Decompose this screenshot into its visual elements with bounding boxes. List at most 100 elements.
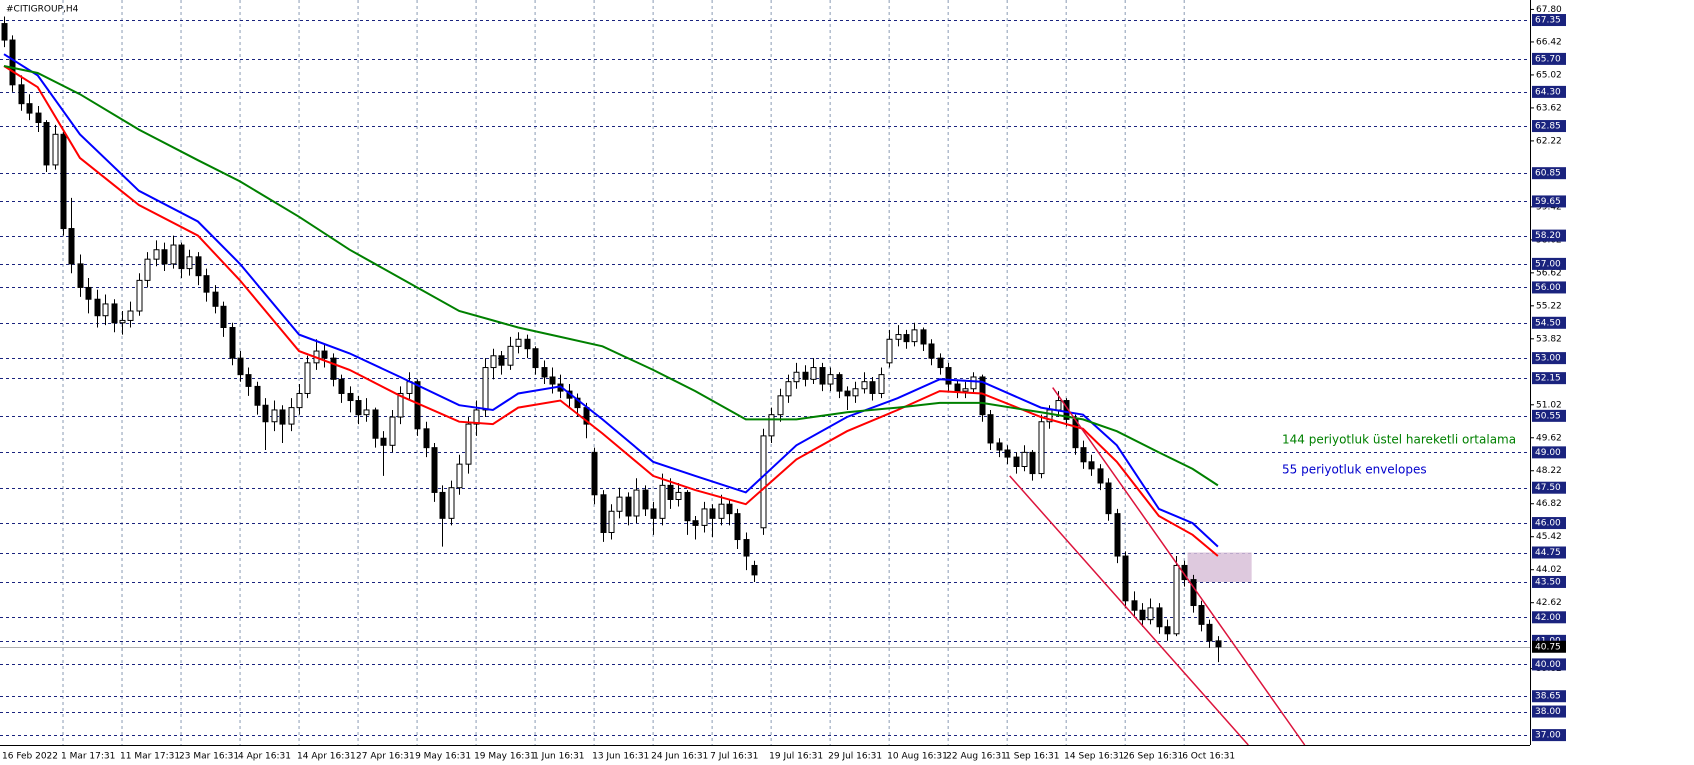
- level-label-box: [1532, 14, 1566, 27]
- level-label: 46.00: [1535, 519, 1561, 529]
- candle-body: [178, 244, 185, 270]
- y-tick-label: 53.82: [1536, 334, 1562, 344]
- candle-body: [945, 367, 952, 385]
- level-label: 37.00: [1535, 731, 1561, 741]
- candle-body: [372, 409, 379, 439]
- candle-body: [659, 484, 666, 519]
- candle-body: [1181, 564, 1188, 581]
- level-label-box: [1532, 52, 1566, 65]
- candle-body: [979, 376, 986, 416]
- y-tick-label: 55.22: [1536, 301, 1562, 311]
- candle-body: [709, 508, 716, 519]
- candle-body: [1097, 468, 1104, 484]
- level-label: 44.75: [1535, 548, 1561, 558]
- level-label-box: [1532, 167, 1566, 180]
- candle-body: [1198, 605, 1205, 625]
- candle-body: [541, 367, 548, 378]
- y-tick-label: 65.02: [1536, 70, 1562, 80]
- candle-body: [406, 381, 413, 394]
- candle-body: [869, 381, 876, 394]
- candle-body: [878, 374, 885, 394]
- candle-body: [296, 392, 303, 409]
- level-label-box: [1532, 546, 1566, 559]
- candle-body: [793, 371, 800, 383]
- x-tick-label: 1 Jun 16:31: [533, 752, 584, 762]
- candle-body: [718, 503, 725, 519]
- trend-line: [1009, 475, 1249, 746]
- y-tick-label: 62.22: [1536, 136, 1562, 146]
- candle-body: [60, 133, 67, 230]
- current-price-label: 40.75: [1535, 642, 1561, 652]
- candle-body: [304, 362, 311, 394]
- candle-body: [85, 286, 92, 300]
- candle-body: [1055, 400, 1062, 411]
- level-label-box: [1532, 316, 1566, 329]
- candle-body: [330, 357, 337, 380]
- candle-body: [1105, 482, 1112, 515]
- x-tick-label: 16 Feb 2022: [2, 752, 58, 762]
- candle-body: [819, 367, 826, 385]
- candle-body: [692, 520, 699, 526]
- candle-body: [1088, 461, 1095, 470]
- candle-body: [675, 491, 682, 500]
- candle-body: [802, 371, 809, 380]
- level-label-box: [1532, 705, 1566, 718]
- level-label: 38.00: [1535, 707, 1561, 717]
- level-label: 57.00: [1535, 259, 1561, 269]
- x-tick-label: 19 Jul 16:31: [769, 752, 823, 762]
- candle-body: [136, 279, 143, 312]
- candle-body: [338, 378, 345, 394]
- level-label: 50.55: [1535, 411, 1561, 421]
- candle-body: [161, 249, 168, 265]
- candle-body: [650, 508, 657, 519]
- candle-body: [760, 435, 767, 529]
- candle-body: [1206, 623, 1213, 642]
- candle-body: [1156, 607, 1163, 628]
- candle-body: [195, 256, 202, 277]
- candle-body: [153, 249, 160, 260]
- y-tick-label: 56.62: [1536, 268, 1562, 278]
- level-label: 65.70: [1535, 54, 1561, 64]
- candle-body: [549, 376, 556, 385]
- candle-body: [844, 390, 851, 397]
- candle-body: [26, 103, 33, 114]
- candle-body: [94, 298, 101, 317]
- candle-body: [482, 367, 489, 411]
- indicator-line: [3, 53, 1219, 548]
- candle-body: [532, 348, 539, 369]
- candle-body: [751, 564, 758, 576]
- candle-body: [1013, 456, 1020, 468]
- candle-body: [726, 503, 733, 515]
- candle-body: [954, 383, 961, 392]
- level-label-box: [1532, 409, 1566, 422]
- zone: [1187, 552, 1252, 582]
- candle-body: [262, 404, 269, 423]
- x-tick-label: 4 Apr 16:31: [238, 752, 291, 762]
- candle-body: [473, 409, 480, 425]
- candle-body: [363, 409, 370, 416]
- candle-body: [852, 388, 859, 397]
- candle-body: [279, 409, 286, 425]
- level-label-box: [1532, 120, 1566, 133]
- candle-body: [347, 392, 354, 402]
- candle-body: [642, 489, 649, 510]
- y-tick-label: 46.82: [1536, 499, 1562, 509]
- level-label-box: [1532, 481, 1566, 494]
- candle-body: [911, 329, 918, 343]
- candle-body: [785, 381, 792, 397]
- level-label: 43.50: [1535, 577, 1561, 587]
- x-tick-label: 23 Mar 16:31: [179, 752, 239, 762]
- candle-body: [616, 496, 623, 512]
- candle-body: [1147, 607, 1154, 621]
- candle-body: [9, 39, 16, 86]
- candle-body: [777, 395, 784, 416]
- candle-body: [827, 374, 834, 385]
- candle-body: [962, 388, 969, 392]
- candle-body: [144, 258, 151, 281]
- candle-body: [389, 416, 396, 446]
- x-tick-label: 22 Aug 16:31: [946, 752, 1007, 762]
- candle-body: [439, 491, 446, 519]
- candle-body: [608, 510, 615, 533]
- candle-body: [380, 437, 387, 446]
- candle-body: [743, 539, 750, 557]
